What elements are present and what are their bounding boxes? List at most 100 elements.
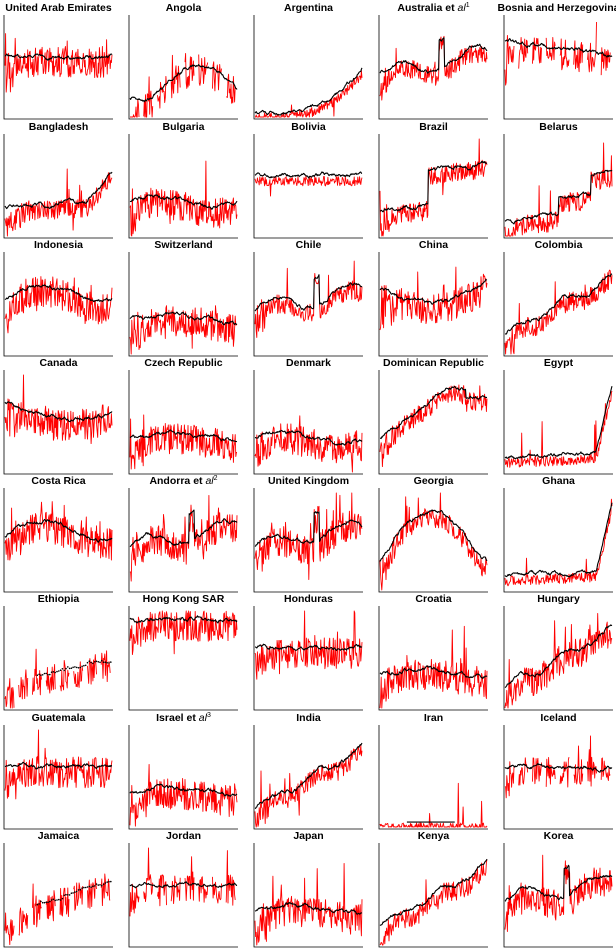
panel-canada: Canada [3,357,113,475]
panel-united-kingdom: United Kingdom [253,475,363,593]
black-series-point [56,670,58,673]
panel-jamaica: Jamaica [3,830,113,948]
black-series-point [97,884,100,886]
black-series-point [79,666,82,669]
black-series-line [504,762,613,773]
red-series-line [254,863,363,946]
red-series-line [4,374,113,445]
panel-colombia: Colombia [503,239,613,357]
black-series [36,659,112,677]
panel-croatia: Croatia [378,593,488,711]
black-series-line [504,38,613,58]
panel-title: Jordan [166,830,201,842]
red-series-line [504,390,613,468]
panel-axes [378,725,488,830]
black-series-line [129,783,238,797]
panel-china: China [378,239,488,357]
red-series-line [504,854,613,932]
panel-brazil: Brazil [378,121,488,239]
panel-title: Chile [296,239,322,251]
panel-title: Egypt [544,357,574,369]
black-series-point [67,894,69,896]
red-series-line [504,269,613,355]
black-series-line [254,429,363,446]
red-series-line [254,492,363,580]
panel-title: Brazil [419,121,448,133]
black-series-point [72,666,74,669]
black-series-point [49,673,51,676]
panel-axes [3,606,113,711]
black-series-point [70,892,73,894]
panel-axes [128,134,238,239]
panel-bangladesh: Bangladesh [3,121,113,239]
black-series-point [90,661,92,664]
panel-axes [3,488,113,593]
black-series-point [104,661,107,663]
panel-axes [253,843,363,948]
black-series-line [4,284,113,303]
black-series-point [81,887,83,889]
panel-title: Belarus [539,121,578,133]
panel-title: Czech Republic [144,357,222,369]
panel-axes [503,725,613,830]
red-series-line [129,610,238,656]
panel-title: Switzerland [154,239,212,251]
black-series-line [379,37,488,74]
panel-title: Colombia [535,239,583,251]
black-series-point [93,885,96,887]
panel-title-superscript: 3 [207,712,211,719]
black-series-point [86,661,89,664]
panel-title: Kenya [418,830,450,842]
black-series-point [52,671,55,673]
panel-israel-et-al: Israel et al3 [128,712,238,830]
panel-axes [3,15,113,120]
panel-title: United Kingdom [268,475,349,487]
black-series-line [505,273,613,335]
black-series-line [379,509,488,562]
red-series-line [504,498,613,587]
panel-axes [3,134,113,239]
black-series-point [41,901,44,904]
black-series-line [254,742,363,809]
panel-indonesia: Indonesia [3,239,113,357]
panel-title: Hungary [537,593,580,605]
red-series-line [129,160,238,237]
panel-egypt: Egypt [503,357,613,475]
black-series-point [102,661,105,663]
panel-title: Bosnia and Herzegovina [498,2,616,14]
black-series-point [38,673,40,676]
red-series-line [379,859,488,946]
red-series-line [4,276,113,334]
black-series-point [106,662,108,664]
black-series-line [379,858,488,926]
black-series-line [504,502,613,578]
panel-axes [378,843,488,948]
panel-title: Honduras [284,593,333,605]
panel-honduras: Honduras [253,593,363,711]
panel-guatemala: Guatemala [3,712,113,830]
black-series-point [92,885,94,888]
black-series-point [108,880,110,883]
panel-title-italic: al [458,2,467,14]
black-series-line [129,509,238,547]
black-series-point [40,674,42,677]
black-series-point [58,670,60,672]
panel-axes [253,252,363,357]
black-series-line [379,279,488,305]
panel-title: Iran [424,712,443,724]
panel-axes [503,134,613,239]
black-series-point [41,674,44,676]
panel-axes [128,488,238,593]
panel-japan: Japan [253,830,363,948]
panel-argentina: Argentina [253,2,363,120]
black-series-line [504,386,613,460]
panel-switzerland: Switzerland [128,239,238,357]
black-series-point [74,666,76,668]
panel-title-superscript: 1 [466,2,470,9]
panel-axes [253,134,363,239]
black-series-point [110,661,112,663]
panel-axes [378,488,488,593]
panel-axes [253,606,363,711]
panel-title: Denmark [286,357,331,369]
black-series-point [47,901,49,904]
